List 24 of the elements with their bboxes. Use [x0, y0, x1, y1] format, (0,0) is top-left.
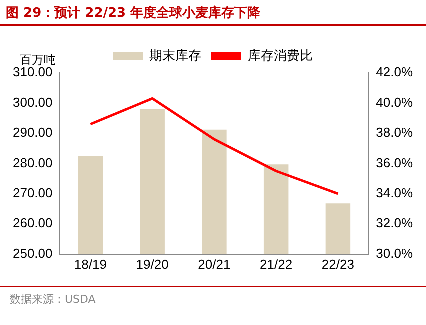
y-tick-label: 300.00 — [12, 94, 53, 110]
y-axis-title: 百万吨 — [20, 52, 56, 67]
y-tick-label: 310.00 — [12, 64, 53, 80]
x-tick-label: 19/20 — [136, 256, 169, 272]
y2-tick-label: 30.0% — [376, 246, 414, 261]
legend-label: 库存消费比 — [248, 48, 313, 64]
y-tick-label: 270.00 — [12, 186, 53, 201]
chart-title: 图 29：预计 22/23 年度全球小麦库存下降 — [6, 4, 261, 22]
y-tick-label: 290.00 — [12, 125, 53, 140]
x-tick-label: 20/21 — [198, 256, 231, 272]
y2-tick-label: 38.0% — [376, 125, 414, 140]
x-tick-label: 18/19 — [74, 256, 107, 272]
source-note: 数据来源：USDA — [10, 292, 96, 307]
y-tick-label: 250.00 — [12, 246, 53, 261]
y2-tick-label: 32.0% — [376, 216, 414, 231]
y2-tick-label: 40.0% — [376, 94, 414, 110]
x-tick-label: 21/22 — [260, 256, 293, 272]
x-tick-label: 22/23 — [322, 256, 354, 272]
y2-tick-label: 42.0% — [376, 64, 414, 80]
legend-label: 期末库存 — [150, 48, 202, 64]
y2-tick-label: 36.0% — [376, 155, 414, 170]
y2-tick-label: 34.0% — [376, 186, 414, 201]
y-tick-label: 260.00 — [12, 216, 53, 231]
y-tick-label: 280.00 — [12, 155, 53, 170]
